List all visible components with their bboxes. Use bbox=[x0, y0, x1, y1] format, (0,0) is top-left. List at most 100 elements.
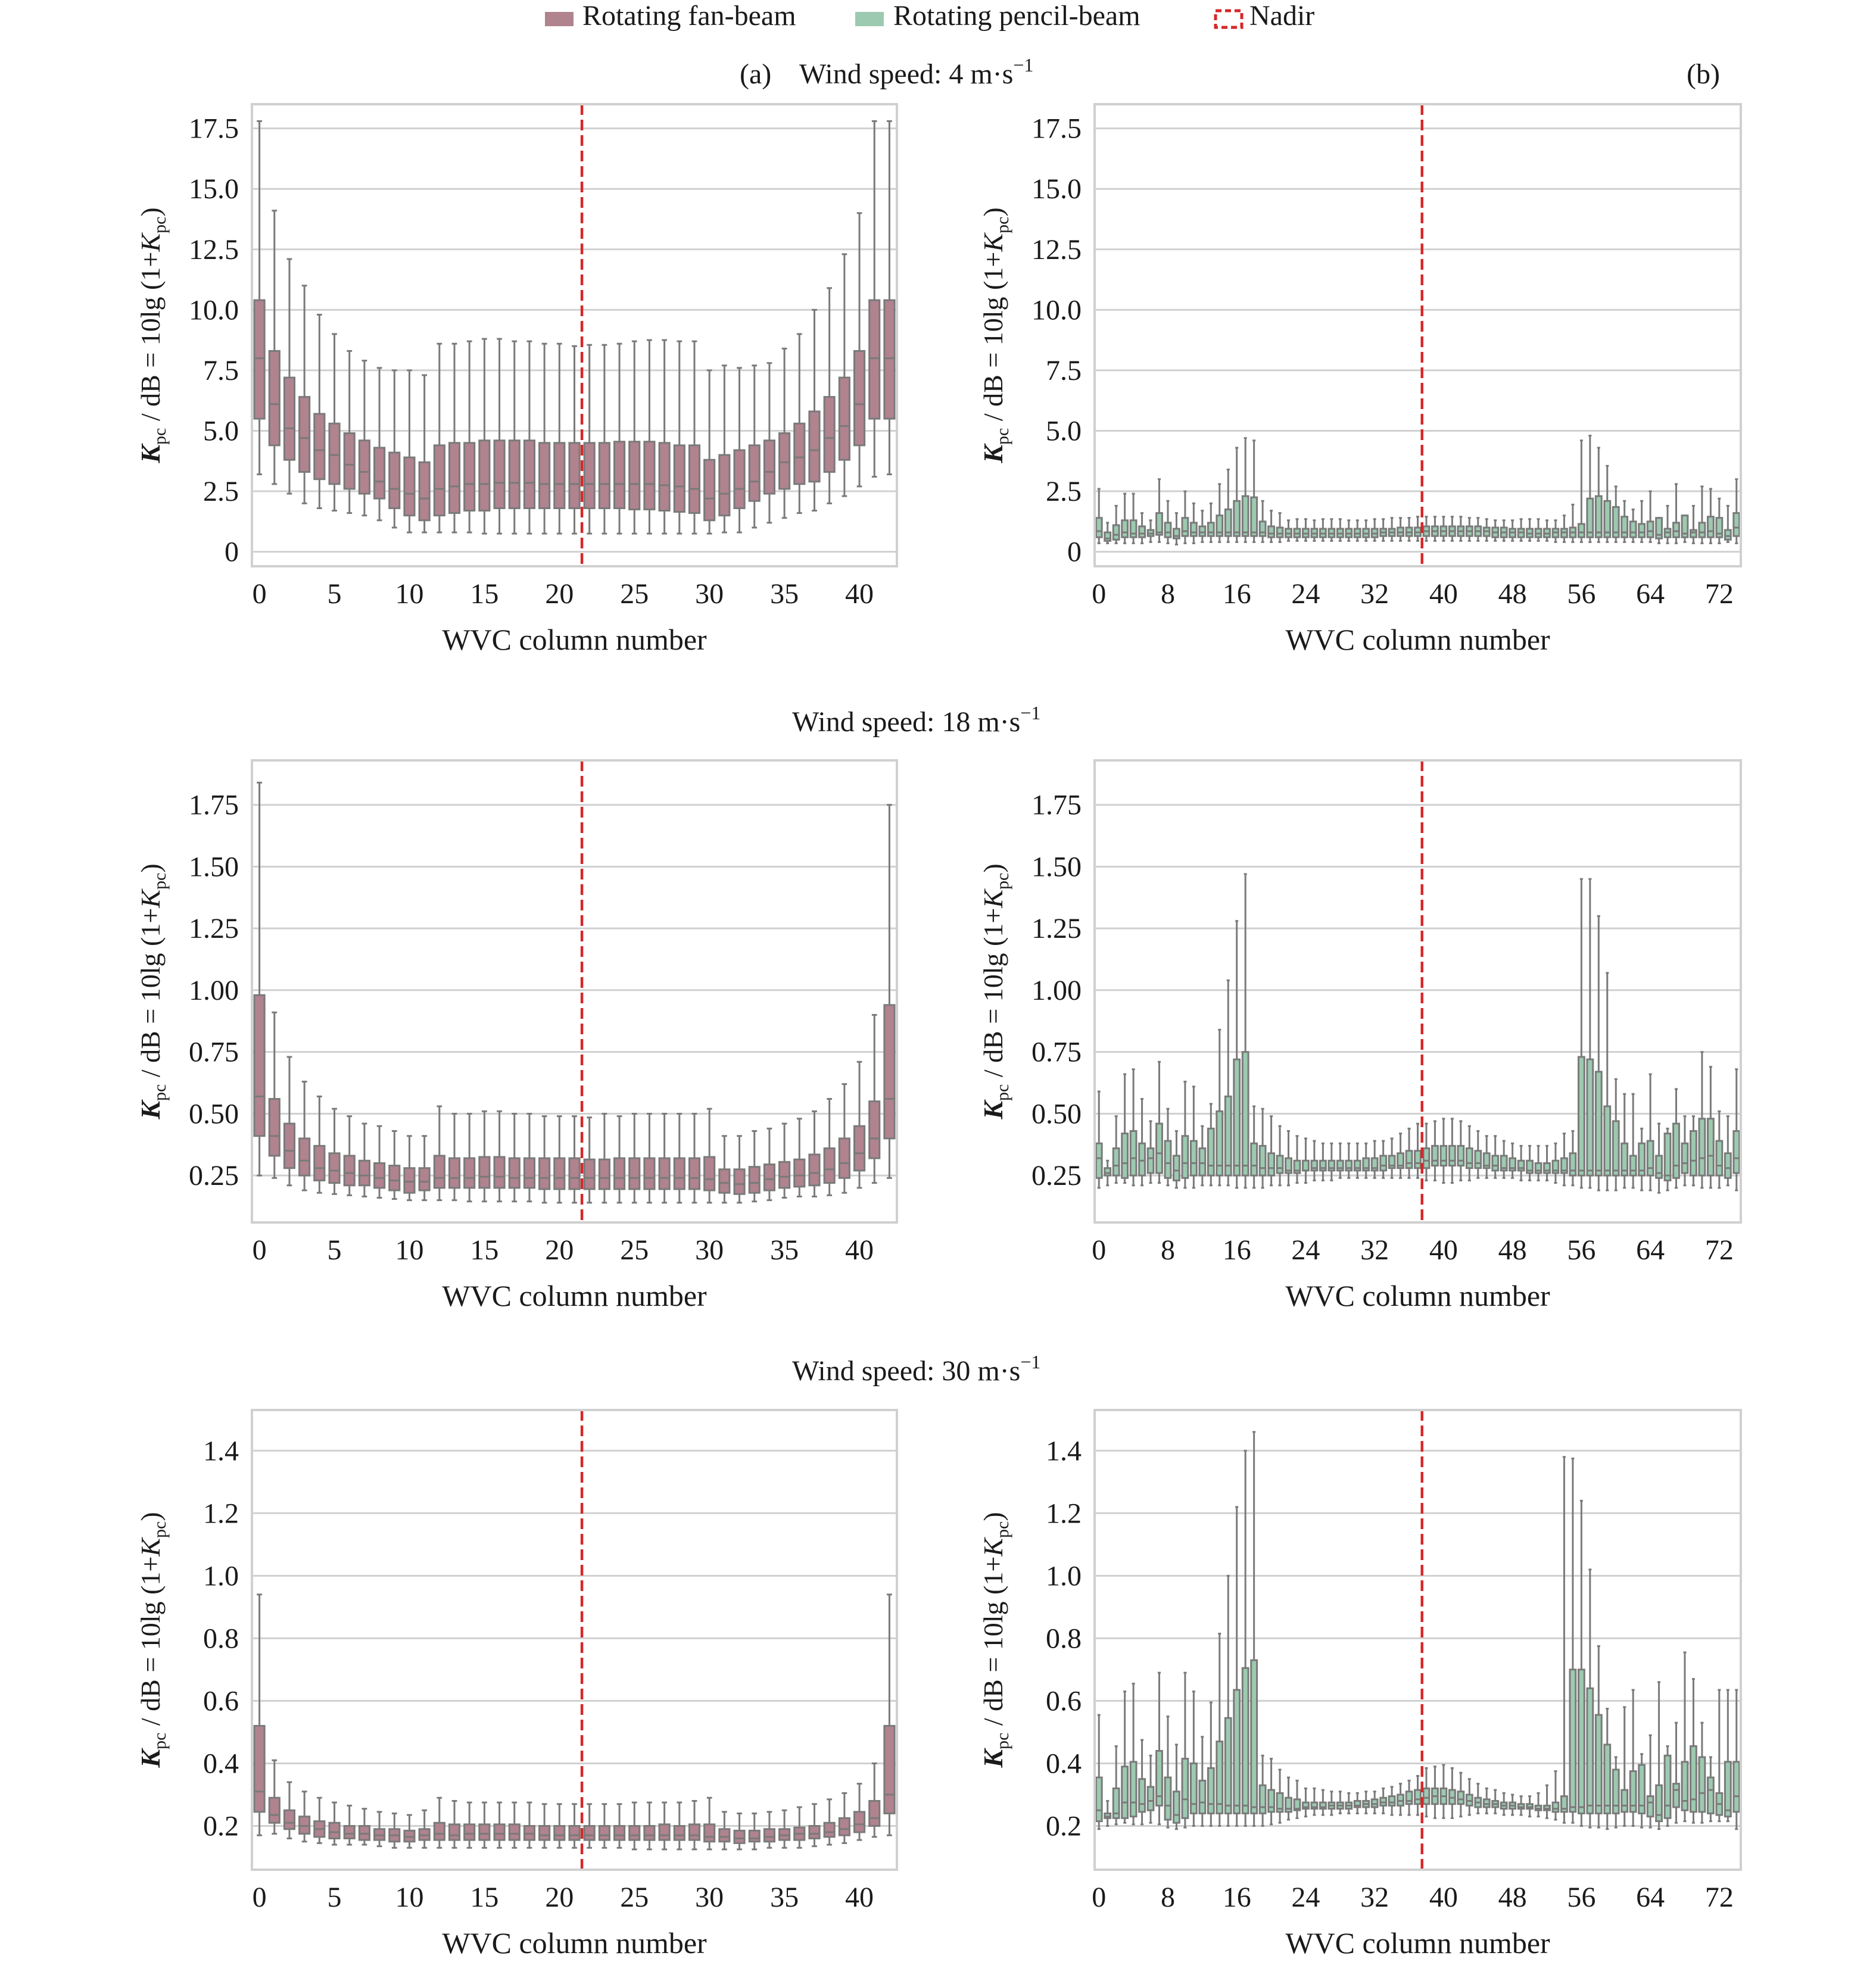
box-iqr bbox=[1397, 1152, 1404, 1169]
box-29 bbox=[1345, 1142, 1353, 1179]
box-iqr bbox=[1146, 1786, 1155, 1811]
box-65 bbox=[1655, 517, 1663, 544]
box-8 bbox=[373, 1811, 386, 1848]
box-37 bbox=[1414, 1774, 1422, 1816]
box-62 bbox=[1629, 509, 1637, 543]
box-iqr bbox=[643, 1824, 656, 1841]
x-axis-label: WVC column number bbox=[442, 623, 707, 656]
x-tick-label: 24 bbox=[1291, 1882, 1320, 1913]
box-iqr bbox=[358, 1159, 370, 1187]
box-iqr bbox=[1629, 1770, 1637, 1813]
x-tick-label: 16 bbox=[1223, 1882, 1251, 1913]
x-tick-label: 72 bbox=[1705, 1882, 1734, 1913]
box-69 bbox=[1690, 504, 1697, 544]
box-iqr bbox=[1457, 1791, 1465, 1805]
box-iqr bbox=[343, 432, 356, 490]
y-tick-label: 2.5 bbox=[203, 476, 239, 507]
box-16 bbox=[493, 338, 506, 535]
box-iqr bbox=[523, 439, 536, 509]
box-28 bbox=[1336, 1791, 1344, 1814]
box-37 bbox=[1414, 516, 1422, 542]
box-iqr bbox=[718, 454, 731, 517]
box-55 bbox=[1569, 503, 1577, 543]
box-iqr bbox=[1173, 528, 1180, 539]
box-iqr bbox=[1569, 1668, 1577, 1813]
y-axis-label-part: / dB = 10lg (1+ bbox=[135, 252, 166, 428]
box-13 bbox=[448, 1799, 461, 1849]
y-axis-label-part: K bbox=[135, 1537, 166, 1557]
box-54 bbox=[1560, 1456, 1568, 1824]
box-iqr bbox=[1500, 1155, 1508, 1172]
box-13 bbox=[448, 1112, 461, 1202]
box-iqr bbox=[1241, 495, 1249, 537]
box-iqr bbox=[1482, 1152, 1491, 1169]
y-axis-label-part: pc bbox=[150, 873, 170, 890]
box-51 bbox=[1534, 1144, 1542, 1181]
box-iqr bbox=[1672, 522, 1680, 538]
box-iqr bbox=[718, 1828, 731, 1843]
y-tick-label: 10.0 bbox=[1032, 294, 1082, 326]
legend-swatch-pencil bbox=[855, 12, 884, 26]
box-iqr bbox=[1155, 512, 1163, 536]
y-tick-label: 0.75 bbox=[189, 1037, 239, 1068]
y-tick-label: 1.4 bbox=[203, 1435, 239, 1467]
box-27 bbox=[1327, 1791, 1336, 1816]
box-64 bbox=[1646, 1734, 1654, 1829]
y-tick-label: 0.4 bbox=[1046, 1748, 1082, 1779]
y-axis-label-part: K bbox=[978, 888, 1008, 909]
box-13 bbox=[448, 342, 461, 534]
box-iqr bbox=[463, 1157, 476, 1189]
y-tick-label: 1.2 bbox=[1046, 1498, 1082, 1529]
box-70 bbox=[1698, 1721, 1706, 1824]
box-56 bbox=[1577, 439, 1585, 543]
box-iqr bbox=[1431, 1144, 1439, 1167]
box-71 bbox=[1706, 1066, 1715, 1189]
box-23 bbox=[598, 344, 610, 535]
x-tick-label: 56 bbox=[1567, 1234, 1595, 1266]
box-59 bbox=[1603, 464, 1612, 543]
box-21 bbox=[1276, 1768, 1284, 1824]
panel-frame bbox=[1093, 759, 1742, 1224]
box-19 bbox=[1258, 1754, 1267, 1827]
box-10 bbox=[403, 369, 416, 534]
y-tick-label: 7.5 bbox=[1046, 355, 1082, 386]
box-43 bbox=[1465, 1778, 1473, 1816]
box-37 bbox=[808, 308, 821, 512]
box-34 bbox=[763, 1811, 775, 1849]
box-72 bbox=[1715, 1689, 1724, 1823]
box-27 bbox=[1327, 1142, 1336, 1181]
box-iqr bbox=[508, 1157, 521, 1189]
box-iqr bbox=[358, 439, 370, 495]
box-iqr bbox=[1250, 1142, 1258, 1177]
box-40 bbox=[853, 212, 866, 488]
box-43 bbox=[1465, 1125, 1473, 1181]
box-9 bbox=[1173, 512, 1180, 545]
legend: Rotating fan-beam Rotating pencil-beam N… bbox=[545, 0, 1314, 32]
box-iqr bbox=[628, 1157, 641, 1190]
box-iqr bbox=[283, 1122, 296, 1169]
box-iqr bbox=[283, 1809, 296, 1830]
box-32 bbox=[1370, 518, 1379, 542]
box-2 bbox=[1112, 1745, 1120, 1826]
box-32 bbox=[1370, 1791, 1379, 1814]
box-iqr bbox=[733, 449, 746, 509]
box-iqr bbox=[628, 1824, 641, 1841]
box-42 bbox=[883, 1593, 896, 1836]
box-iqr bbox=[1517, 1159, 1525, 1172]
box-13 bbox=[1207, 502, 1215, 543]
box-33 bbox=[1379, 1787, 1388, 1814]
box-19 bbox=[538, 1115, 551, 1204]
box-34 bbox=[763, 362, 775, 524]
box-29 bbox=[688, 340, 701, 535]
x-axis-label: WVC column number bbox=[442, 1926, 707, 1960]
box-61 bbox=[1621, 1093, 1629, 1189]
y-tick-label: 0.6 bbox=[203, 1685, 239, 1717]
box-45 bbox=[1482, 518, 1491, 542]
box-38 bbox=[1422, 1767, 1431, 1818]
box-iqr bbox=[253, 994, 266, 1137]
box-iqr bbox=[1302, 1801, 1310, 1810]
box-9 bbox=[388, 1812, 401, 1849]
box-iqr bbox=[853, 1811, 866, 1833]
x-tick-label: 8 bbox=[1161, 1882, 1175, 1913]
